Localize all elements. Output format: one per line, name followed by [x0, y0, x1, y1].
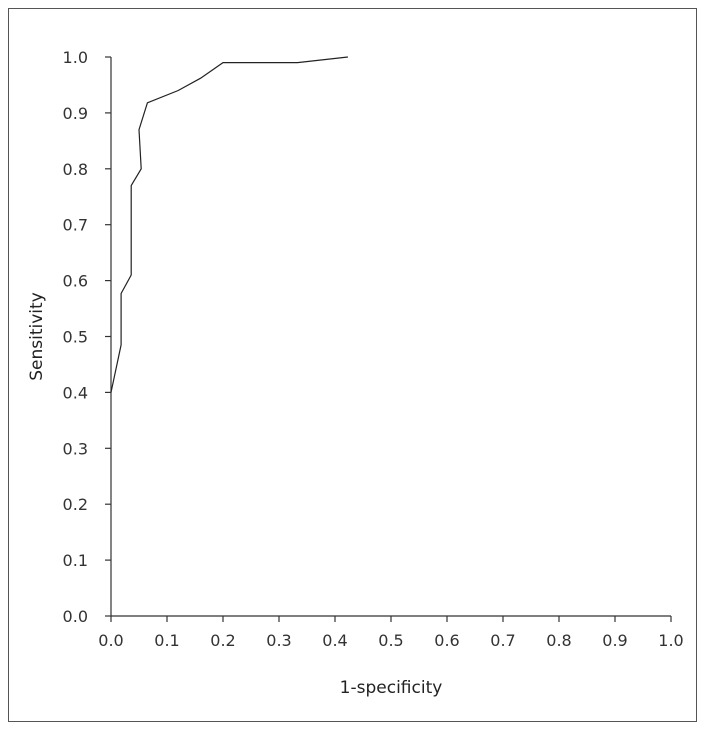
y-ticks: 0.0 0.1 0.2 0.3 0.4 0.5 0.6 0.7 0.8 0.9 1.0: [63, 48, 111, 626]
x-ticks: 0.0 0.1 0.2 0.3 0.4 0.5 0.6 0.7 0.8 0.9 1.0: [98, 616, 684, 650]
y-tick-label: 0.2: [63, 495, 88, 514]
y-tick-label: 0.4: [63, 383, 88, 402]
y-tick-label: 0.9: [63, 104, 88, 123]
y-tick-label: 0.0: [63, 607, 88, 626]
y-tick-label: 0.1: [63, 551, 88, 570]
x-tick-label: 0.4: [322, 631, 347, 650]
chart-frame: [8, 8, 697, 722]
x-tick-label: 0.1: [154, 631, 179, 650]
x-tick-label: 0.3: [266, 631, 291, 650]
x-tick-label: 0.5: [378, 631, 403, 650]
y-tick-label: 0.6: [63, 272, 88, 291]
y-tick-label: 1.0: [63, 48, 88, 67]
x-tick-label: 0.7: [490, 631, 515, 650]
y-axis-title: Sensitivity: [27, 292, 47, 381]
y-tick-label: 0.3: [63, 439, 88, 458]
x-axis-title: 1-specificity: [340, 678, 443, 698]
y-tick-label: 0.8: [63, 160, 88, 179]
x-tick-label: 1.0: [658, 631, 683, 650]
x-tick-label: 0.6: [434, 631, 459, 650]
y-tick-label: 0.7: [63, 216, 88, 235]
x-tick-label: 0.9: [602, 631, 627, 650]
y-tick-label: 0.5: [63, 328, 88, 347]
roc-curve: [110, 56, 348, 393]
x-tick-label: 0.2: [210, 631, 235, 650]
axes: [110, 57, 671, 617]
x-tick-label: 0.8: [546, 631, 571, 650]
x-tick-label: 0.0: [98, 631, 123, 650]
